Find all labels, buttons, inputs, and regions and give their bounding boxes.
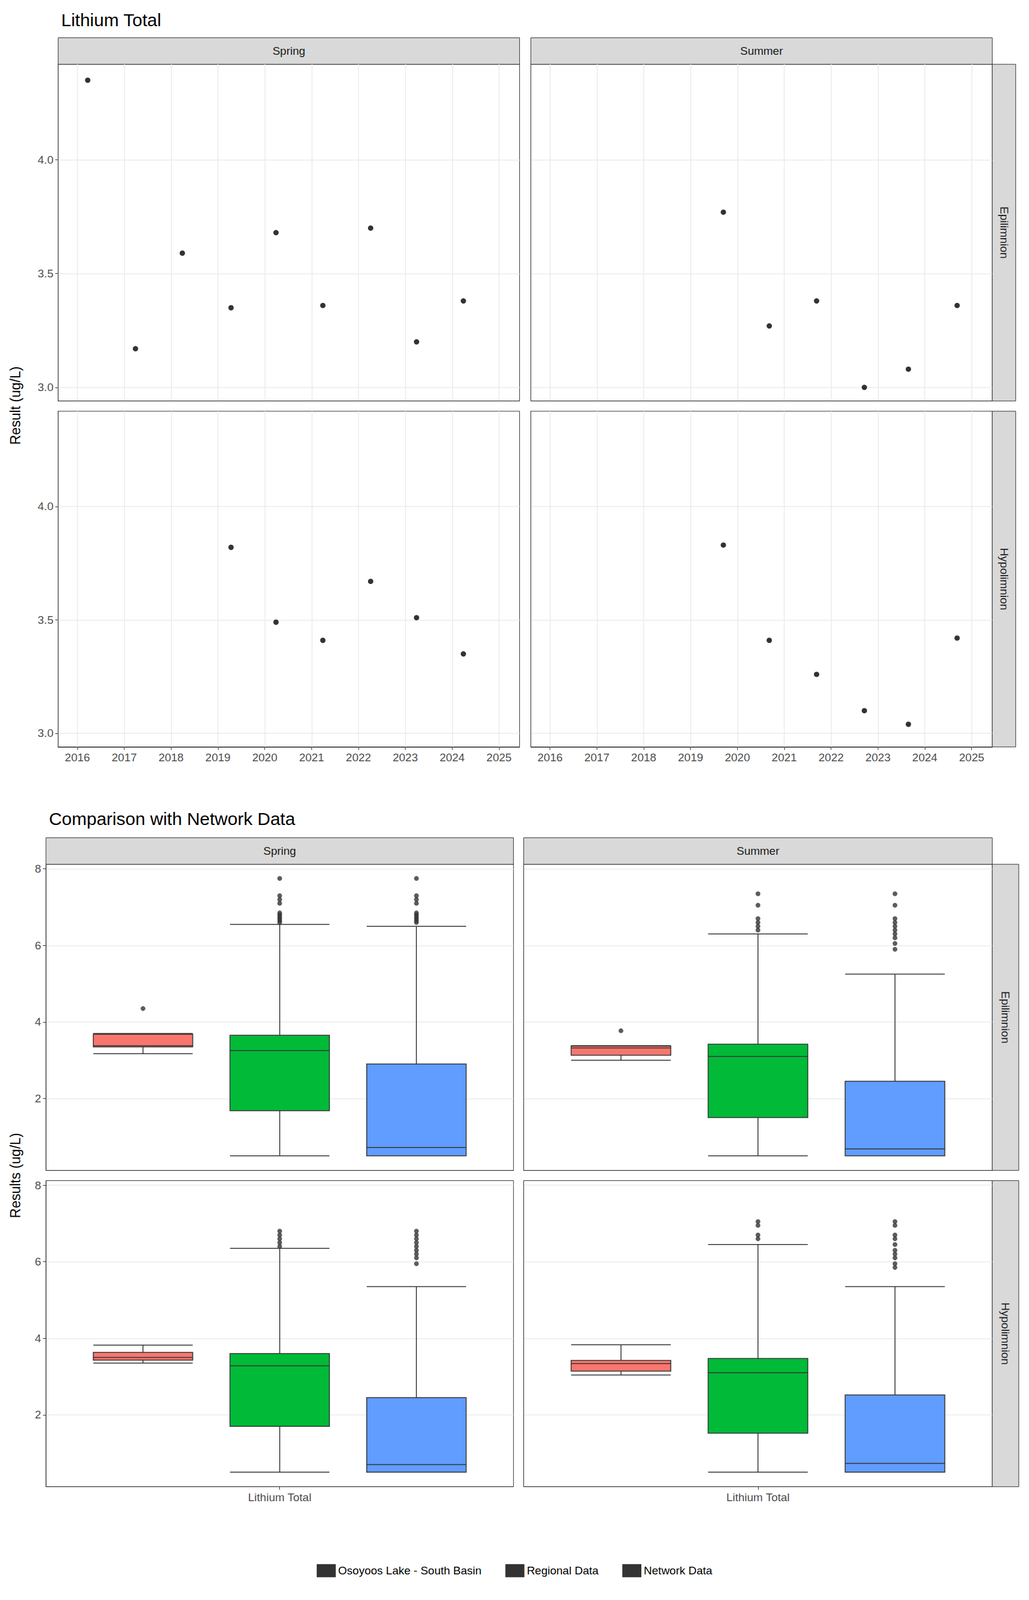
svg-text:2022: 2022 [818, 751, 844, 765]
svg-text:3.5: 3.5 [37, 267, 53, 280]
svg-text:Network Data: Network Data [643, 1564, 713, 1578]
svg-text:2021: 2021 [298, 751, 324, 765]
svg-text:Hypolimnion: Hypolimnion [998, 548, 1011, 611]
svg-text:Epilimnion: Epilimnion [999, 991, 1012, 1044]
svg-text:8: 8 [35, 862, 42, 876]
svg-text:6: 6 [35, 939, 42, 953]
svg-text:2018: 2018 [631, 751, 657, 765]
svg-text:2025: 2025 [486, 751, 512, 765]
svg-text:4: 4 [35, 1015, 42, 1029]
svg-text:Results (ug/L): Results (ug/L) [7, 1133, 24, 1219]
svg-text:Comparison with Network Data: Comparison with Network Data [48, 809, 296, 829]
svg-text:2020: 2020 [724, 751, 750, 765]
svg-text:2016: 2016 [537, 751, 563, 765]
svg-text:6: 6 [35, 1255, 42, 1269]
svg-text:2024: 2024 [912, 751, 938, 765]
svg-text:Summer: Summer [740, 44, 784, 58]
svg-text:3.0: 3.0 [37, 727, 53, 740]
svg-text:Lithium Total: Lithium Total [248, 1491, 312, 1505]
svg-text:4.0: 4.0 [37, 153, 53, 167]
svg-text:2017: 2017 [111, 751, 137, 765]
svg-text:2021: 2021 [771, 751, 797, 765]
svg-text:2024: 2024 [439, 751, 466, 765]
svg-text:Summer: Summer [736, 844, 780, 858]
svg-text:2017: 2017 [584, 751, 610, 765]
svg-text:2019: 2019 [205, 751, 231, 765]
svg-text:4: 4 [35, 1332, 42, 1346]
svg-text:Hypolimnion: Hypolimnion [999, 1302, 1012, 1366]
svg-text:2020: 2020 [251, 751, 277, 765]
svg-text:Osoyoos Lake - South Basin: Osoyoos Lake - South Basin [338, 1564, 482, 1578]
svg-text:2023: 2023 [392, 751, 418, 765]
svg-text:2019: 2019 [678, 751, 704, 765]
svg-text:4.0: 4.0 [37, 500, 53, 513]
svg-text:2022: 2022 [345, 751, 371, 765]
svg-text:2: 2 [35, 1092, 42, 1106]
svg-text:2016: 2016 [64, 751, 90, 765]
svg-text:2025: 2025 [959, 751, 985, 765]
svg-text:Spring: Spring [272, 44, 306, 58]
svg-text:2: 2 [35, 1408, 42, 1422]
svg-text:Regional Data: Regional Data [527, 1564, 600, 1578]
svg-text:Epilimnion: Epilimnion [998, 206, 1011, 260]
svg-text:Lithium Total: Lithium Total [726, 1491, 790, 1505]
svg-text:3.0: 3.0 [37, 381, 53, 394]
svg-text:Spring: Spring [263, 844, 296, 858]
svg-text:2023: 2023 [865, 751, 891, 765]
svg-text:8: 8 [35, 1179, 42, 1193]
svg-text:Lithium Total: Lithium Total [61, 10, 162, 30]
svg-text:Result (ug/L): Result (ug/L) [7, 366, 24, 446]
svg-text:3.5: 3.5 [37, 613, 53, 627]
svg-text:2018: 2018 [158, 751, 184, 765]
